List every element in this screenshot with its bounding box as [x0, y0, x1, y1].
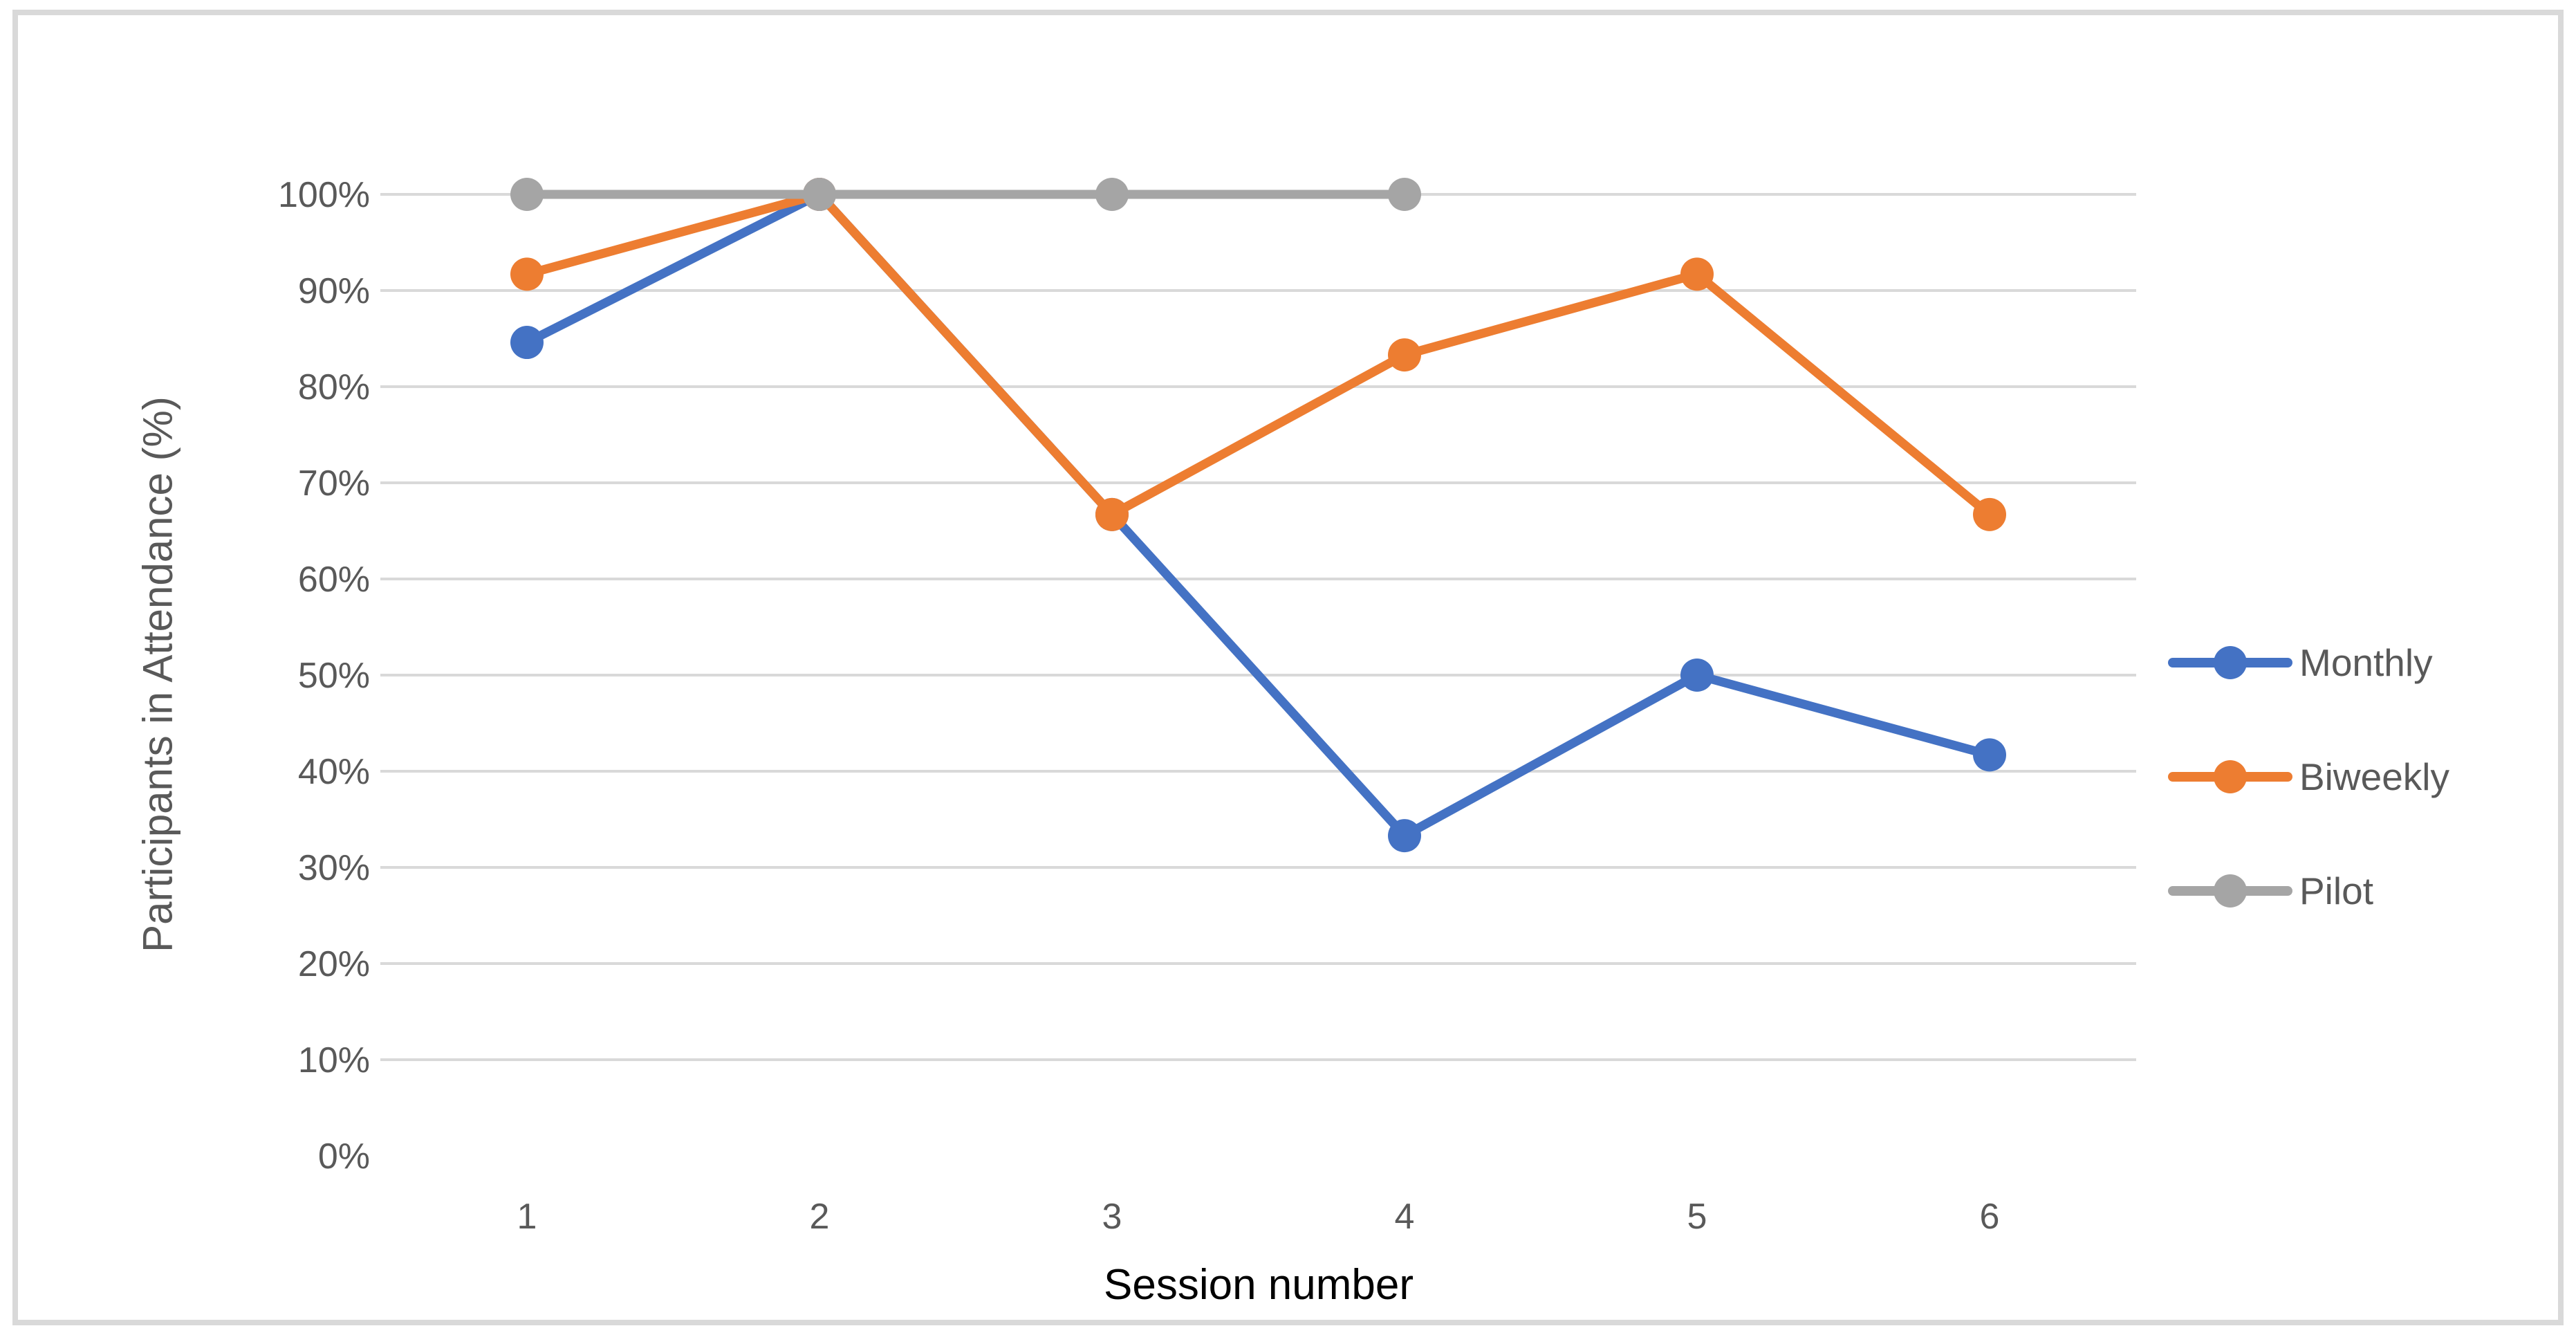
- data-point-pilot-s3: [1095, 178, 1129, 211]
- x-axis-tick-label: 3: [1102, 1197, 1122, 1237]
- y-axis-tick-label: 10%: [298, 1040, 370, 1080]
- monthly-series-marker-icon: [2168, 646, 2292, 679]
- page-border: [12, 10, 2564, 1325]
- data-point-monthly-s6: [1973, 738, 2006, 772]
- data-point-biweekly-s1: [510, 257, 544, 291]
- data-point-biweekly-s5: [1680, 257, 1714, 291]
- y-axis-tick-label: 90%: [298, 271, 370, 311]
- series-line-biweekly: [522, 190, 1994, 519]
- data-point-pilot-s2: [803, 178, 836, 211]
- series-layer: [510, 178, 2006, 853]
- y-axis-tick-label: 40%: [298, 752, 370, 792]
- x-axis-title: Session number: [1103, 1261, 1414, 1309]
- data-point-pilot-s1: [510, 178, 544, 211]
- y-axis-tick-labels: 0% 10% 20% 30% 40% 50% 60% 70% 80% 90% 100%: [278, 175, 370, 1177]
- y-axis-tick-label: 50%: [298, 656, 370, 696]
- y-axis-tick-label: 100%: [278, 175, 370, 215]
- y-axis-tick-label: 70%: [298, 463, 370, 504]
- legend-item-pilot: Pilot: [2168, 865, 2449, 917]
- chart-legend: Monthly Biweekly Pilot: [2168, 636, 2449, 917]
- legend-label: Monthly: [2299, 641, 2433, 684]
- legend-item-monthly: Monthly: [2168, 636, 2449, 689]
- legend-label: Pilot: [2299, 869, 2373, 912]
- y-axis-tick-label: 60%: [298, 560, 370, 600]
- x-axis-tick-label: 6: [1980, 1197, 2000, 1237]
- x-axis-tick-labels: 1 2 3 4 5 6: [517, 1197, 2000, 1237]
- data-point-monthly-s4: [1388, 819, 1421, 853]
- y-axis-tick-label: 80%: [298, 367, 370, 407]
- y-axis-tick-label: 30%: [298, 848, 370, 888]
- data-point-biweekly-s6: [1973, 497, 2006, 531]
- data-point-pilot-s4: [1388, 178, 1421, 211]
- data-point-biweekly-s4: [1388, 338, 1421, 372]
- biweekly-series-marker-icon: [2168, 760, 2292, 793]
- x-axis-tick-label: 2: [810, 1197, 830, 1237]
- x-axis-tick-label: 1: [517, 1197, 537, 1237]
- x-axis-tick-label: 5: [1687, 1197, 1707, 1237]
- x-axis-tick-label: 4: [1395, 1197, 1415, 1237]
- data-point-monthly-s5: [1680, 659, 1714, 692]
- data-point-monthly-s1: [510, 326, 544, 360]
- data-point-biweekly-s3: [1095, 497, 1129, 531]
- pilot-series-marker-icon: [2168, 874, 2292, 908]
- y-axis-tick-label: 0%: [318, 1136, 370, 1177]
- y-axis-tick-label: 20%: [298, 944, 370, 984]
- series-line-monthly: [522, 190, 1994, 840]
- legend-item-biweekly: Biweekly: [2168, 751, 2449, 803]
- legend-label: Biweekly: [2299, 755, 2450, 798]
